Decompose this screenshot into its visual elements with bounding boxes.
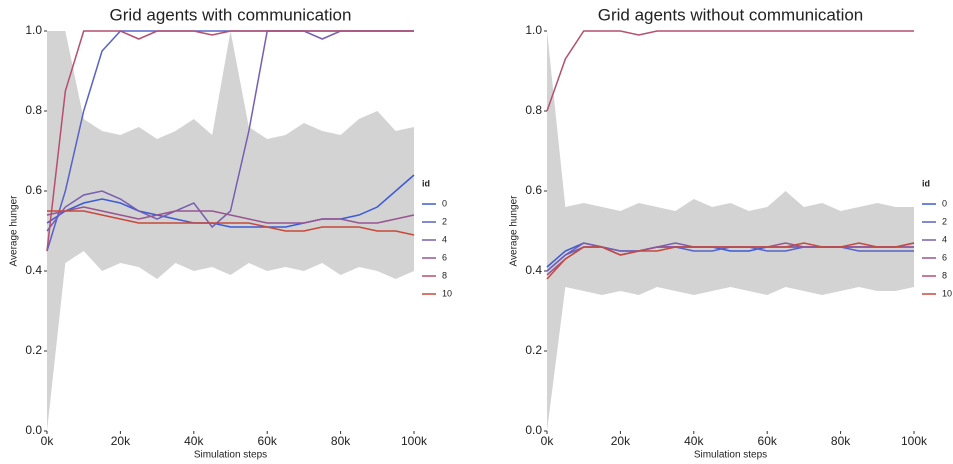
x-tick-label: 20k — [611, 434, 631, 448]
x-tick-label: 80k — [831, 434, 851, 448]
legend-title: id — [922, 178, 930, 188]
x-tick-label: 100k — [901, 434, 928, 448]
y-tick-label: 0.4 — [25, 263, 42, 277]
y-tick-label: 0.2 — [25, 343, 42, 357]
series-line — [46, 30, 414, 252]
y-tick-label: 0.0 — [25, 423, 42, 437]
legend-label: 10 — [942, 288, 952, 298]
x-axis-title: Simulation steps — [194, 450, 267, 461]
y-tick-label: 1.0 — [525, 23, 542, 37]
y-axis-title: Average hunger — [9, 195, 20, 267]
y-tick-label: 1.0 — [25, 23, 42, 37]
y-tick-label: 0.6 — [25, 183, 42, 197]
legend-label: 0 — [942, 198, 947, 208]
series-line — [46, 174, 415, 228]
x-tick-label: 20k — [111, 434, 131, 448]
legend-title: id — [422, 178, 430, 188]
chart-title: Grid agents with communication — [110, 5, 352, 24]
x-tick-label: 100k — [401, 434, 428, 448]
y-axis-title: Average hunger — [509, 195, 520, 267]
legend-label: 2 — [442, 216, 447, 226]
x-tick-label: 60k — [258, 434, 278, 448]
x-axis-title: Simulation steps — [694, 450, 767, 461]
legend-label: 4 — [942, 234, 947, 244]
legend-label: 0 — [442, 198, 447, 208]
y-tick-label: 0.0 — [525, 423, 542, 437]
raw-band — [47, 31, 414, 431]
legend-label: 6 — [442, 252, 447, 262]
chart-title: Grid agents without communication — [598, 5, 864, 24]
series-line — [546, 30, 914, 112]
legend-label: 2 — [942, 216, 947, 226]
y-tick-label: 0.2 — [525, 343, 542, 357]
y-tick-label: 0.8 — [25, 103, 42, 117]
x-tick-label: 60k — [758, 434, 778, 448]
legend-label: 8 — [442, 270, 447, 280]
x-tick-label: 40k — [184, 434, 204, 448]
x-tick-label: 0k — [41, 434, 55, 448]
x-tick-label: 40k — [684, 434, 704, 448]
legend-label: 6 — [942, 252, 947, 262]
y-tick-label: 0.4 — [525, 263, 542, 277]
legend-label: 10 — [442, 288, 452, 298]
legend-label: 4 — [442, 234, 447, 244]
y-tick-label: 0.8 — [525, 103, 542, 117]
series-line — [546, 242, 915, 280]
y-tick-label: 0.6 — [525, 183, 542, 197]
series-line — [46, 206, 415, 224]
raw-band — [547, 31, 914, 431]
legend-label: 8 — [942, 270, 947, 280]
series-line — [47, 210, 415, 236]
x-tick-label: 80k — [331, 434, 351, 448]
x-tick-label: 0k — [541, 434, 555, 448]
